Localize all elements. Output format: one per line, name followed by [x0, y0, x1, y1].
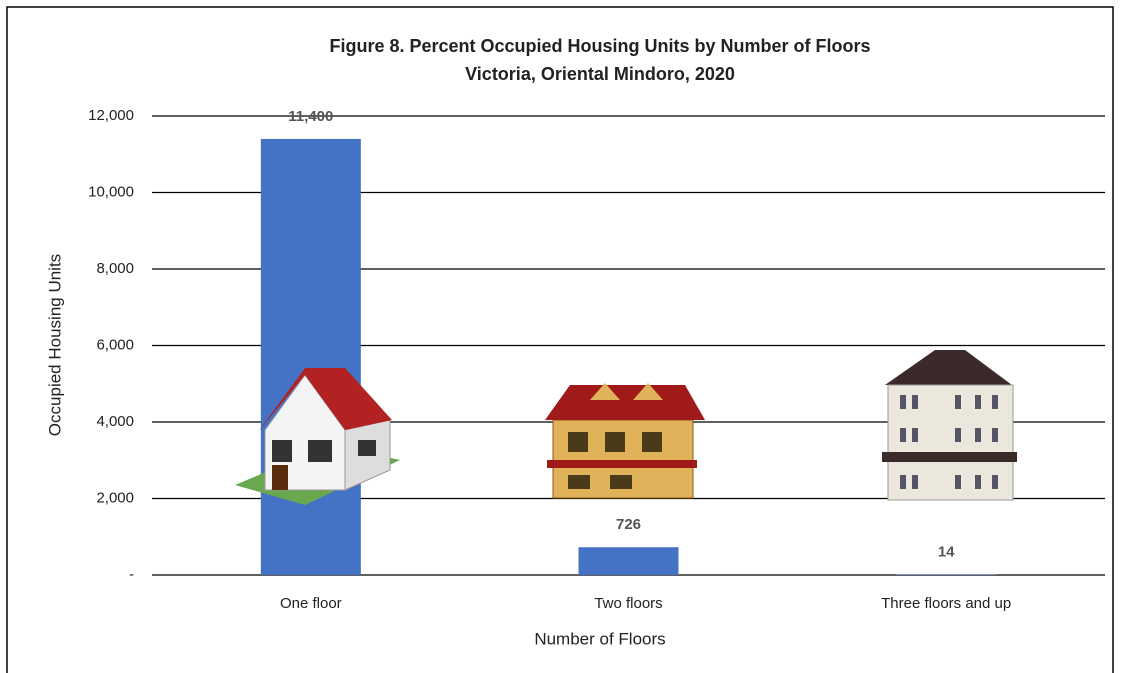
y-axis-label: Occupied Housing Units [45, 254, 64, 436]
chart-title: Figure 8. Percent Occupied Housing Units… [329, 36, 870, 56]
y-tick-label: 12,000 [88, 107, 134, 124]
x-tick-label: Three floors and up [881, 595, 1011, 612]
bar [260, 138, 361, 575]
y-tick-label: - [129, 566, 134, 583]
plot [152, 115, 1105, 576]
x-axis-label: Number of Floors [534, 629, 665, 648]
house-two-floors [545, 383, 705, 499]
y-tick-label: 2,000 [96, 489, 134, 506]
value-label: 11,400 [288, 108, 333, 125]
house-three-floors [882, 350, 1017, 501]
chart-border [6, 6, 1114, 673]
x-tick-label: Two floors [594, 595, 662, 612]
y-tick-label: 4,000 [96, 413, 134, 430]
y-tick-label: 8,000 [96, 260, 134, 277]
value-label: 14 [938, 543, 955, 560]
y-tick-label: 10,000 [88, 183, 134, 200]
house-one-floor [235, 368, 400, 505]
bar [578, 547, 679, 575]
y-tick-label: 6,000 [96, 336, 134, 353]
chart-subtitle: Victoria, Oriental Mindoro, 2020 [465, 64, 735, 84]
bar [896, 574, 997, 575]
x-tick-label: One floor [280, 595, 342, 612]
value-label: 726 [616, 516, 641, 533]
